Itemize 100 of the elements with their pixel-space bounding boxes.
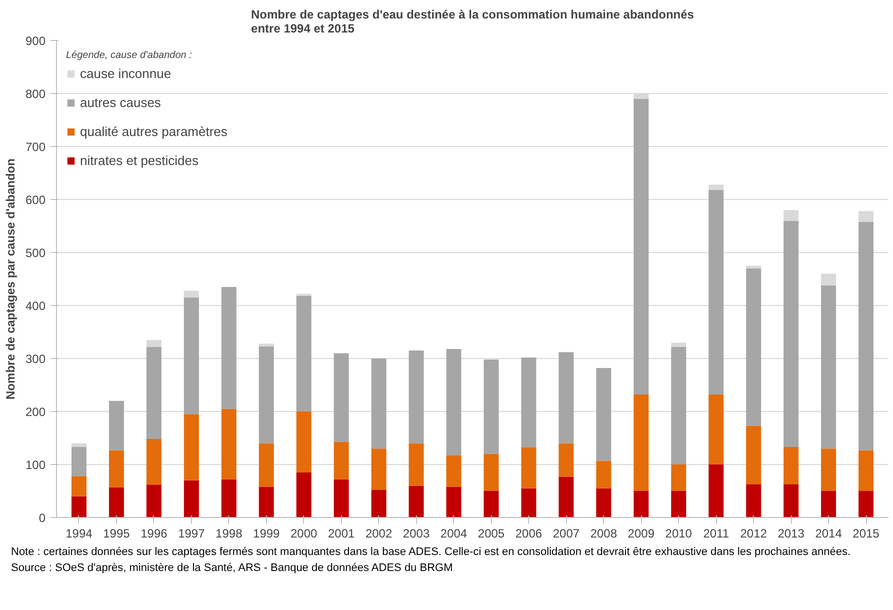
legend-label: autres causes: [80, 95, 161, 110]
bar: [671, 491, 686, 518]
x-tick-label: 2014: [815, 526, 842, 540]
bar: [296, 296, 312, 412]
x-tick-label: 1998: [216, 526, 243, 540]
bar: [184, 298, 199, 414]
bar: [484, 360, 499, 454]
y-tick-label: 600: [25, 193, 46, 207]
bar: [446, 486, 462, 518]
x-tick-label: 1996: [140, 526, 168, 540]
x-tick-label: 1994: [66, 526, 93, 540]
bar: [446, 455, 462, 487]
bar: [108, 400, 124, 450]
bar: [221, 286, 236, 409]
bar: [634, 491, 649, 518]
bar: [108, 487, 124, 518]
x-tick-label: 2015: [852, 526, 880, 540]
bar: [184, 480, 199, 518]
bar: [858, 211, 874, 222]
bar: [708, 464, 724, 518]
x-tick-label: 2010: [665, 526, 692, 540]
bar: [671, 342, 686, 347]
bar: [596, 488, 612, 518]
x-tick-label: 1999: [253, 526, 280, 540]
bar: [258, 346, 274, 444]
bar: [671, 346, 686, 464]
bar: [408, 350, 424, 444]
y-tick-label: 400: [25, 299, 46, 313]
y-tick-label: 800: [25, 87, 46, 101]
bar: [334, 479, 349, 518]
bar: [746, 484, 762, 518]
legend-label: cause inconnue: [80, 66, 172, 81]
y-tick-label: 500: [25, 246, 46, 260]
bar: [858, 222, 874, 450]
bar: [784, 447, 799, 484]
bar: [334, 353, 349, 442]
bar: [821, 274, 836, 286]
legend-title: Légende, cause d'abandon :: [66, 50, 193, 61]
bar: [858, 450, 874, 491]
text: Note : certaines données sur les captages fermés sont manquantes dans la base ADES. Celle-ci est en consolidation et devrait être exhaustive dans les prochaines années.: [11, 545, 851, 560]
x-tick-label: 2007: [552, 526, 580, 540]
bar: [108, 450, 124, 488]
x-tick-label: 2002: [365, 526, 392, 540]
bar: [596, 460, 612, 488]
bar: [708, 190, 724, 395]
x-tick-label: 1997: [178, 526, 206, 540]
bar: [371, 490, 386, 518]
bar: [296, 472, 312, 518]
bar: [634, 98, 649, 395]
y-tick-label: 0: [38, 511, 46, 525]
bar: [221, 479, 236, 518]
bar: [296, 412, 312, 472]
bar: [521, 448, 536, 488]
x-tick-label: 2008: [590, 526, 618, 540]
bar: [446, 348, 462, 456]
bar: [558, 443, 574, 477]
bar: [258, 344, 274, 346]
x-tick-label: 2000: [290, 526, 318, 540]
x-tick-label: 2004: [440, 526, 468, 540]
bar: [858, 491, 874, 518]
bar: [146, 439, 162, 485]
bar: [521, 488, 536, 518]
bar: [71, 443, 86, 448]
bar: [558, 352, 574, 444]
legend-label: nitrates et pesticides: [80, 153, 199, 168]
x-tick-label: 1995: [103, 526, 130, 540]
y-axis-title: Nombre de captages par cause d'abandon: [3, 158, 18, 400]
y-tick-label: 900: [25, 34, 46, 48]
bar: [634, 394, 649, 491]
bar: [821, 448, 836, 491]
y-tick-label: 100: [25, 458, 46, 472]
bar: [784, 220, 799, 448]
bar: [258, 443, 274, 487]
bar: [558, 476, 574, 518]
bar: [371, 358, 386, 449]
bar: [258, 486, 274, 518]
bar: [746, 268, 762, 426]
bar: [146, 346, 162, 440]
x-tick-label: 2001: [328, 526, 356, 540]
x-tick-label: 2012: [740, 526, 768, 540]
bar: [784, 210, 799, 221]
x-tick-label: 2006: [515, 526, 542, 540]
bar: [784, 484, 799, 518]
bar: [71, 447, 86, 476]
chart-title: Nombre de captages d'eau destinée à la consommation humaine abandonnés entre 1994 et 2015: [251, 8, 694, 36]
bar: [334, 442, 349, 480]
bar: [484, 454, 499, 491]
bar: [708, 184, 724, 190]
bar: [521, 357, 536, 448]
x-tick-label: 2005: [478, 526, 505, 540]
x-tick-label: 2011: [703, 526, 730, 540]
legend-label: qualité autres paramètres: [80, 124, 228, 139]
bar: [671, 464, 686, 491]
bar: [184, 290, 199, 298]
y-tick-label: 300: [25, 352, 46, 366]
x-tick-label: 2013: [778, 526, 805, 540]
bar: [71, 496, 86, 518]
y-tick-label: 700: [25, 140, 46, 154]
bar: [71, 476, 86, 496]
bar: [146, 340, 162, 347]
